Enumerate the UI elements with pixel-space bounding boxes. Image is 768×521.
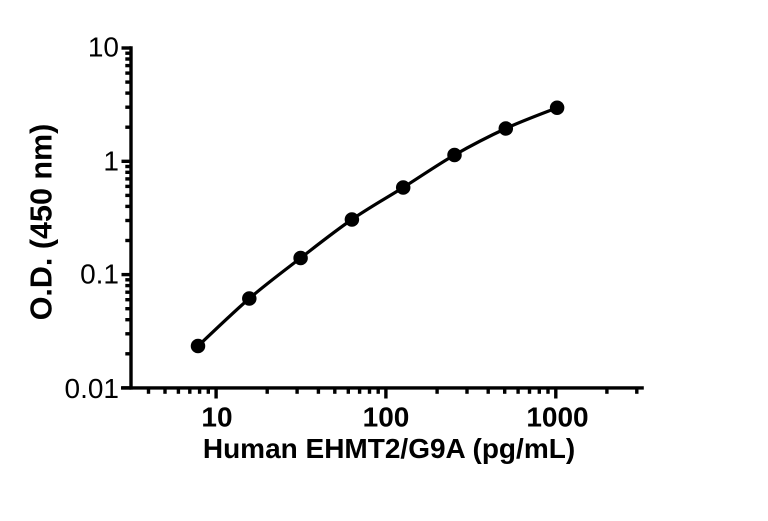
svg-text:Human EHMT2/G9A (pg/mL): Human EHMT2/G9A (pg/mL) xyxy=(203,433,575,464)
svg-text:0.1: 0.1 xyxy=(80,258,119,289)
svg-text:1000: 1000 xyxy=(526,402,588,433)
svg-text:10: 10 xyxy=(88,32,119,63)
svg-text:0.01: 0.01 xyxy=(65,373,120,404)
svg-text:10: 10 xyxy=(201,402,232,433)
svg-text:1: 1 xyxy=(103,145,119,176)
svg-text:100: 100 xyxy=(363,402,410,433)
svg-text:O.D. (450 nm): O.D. (450 nm) xyxy=(25,124,59,321)
